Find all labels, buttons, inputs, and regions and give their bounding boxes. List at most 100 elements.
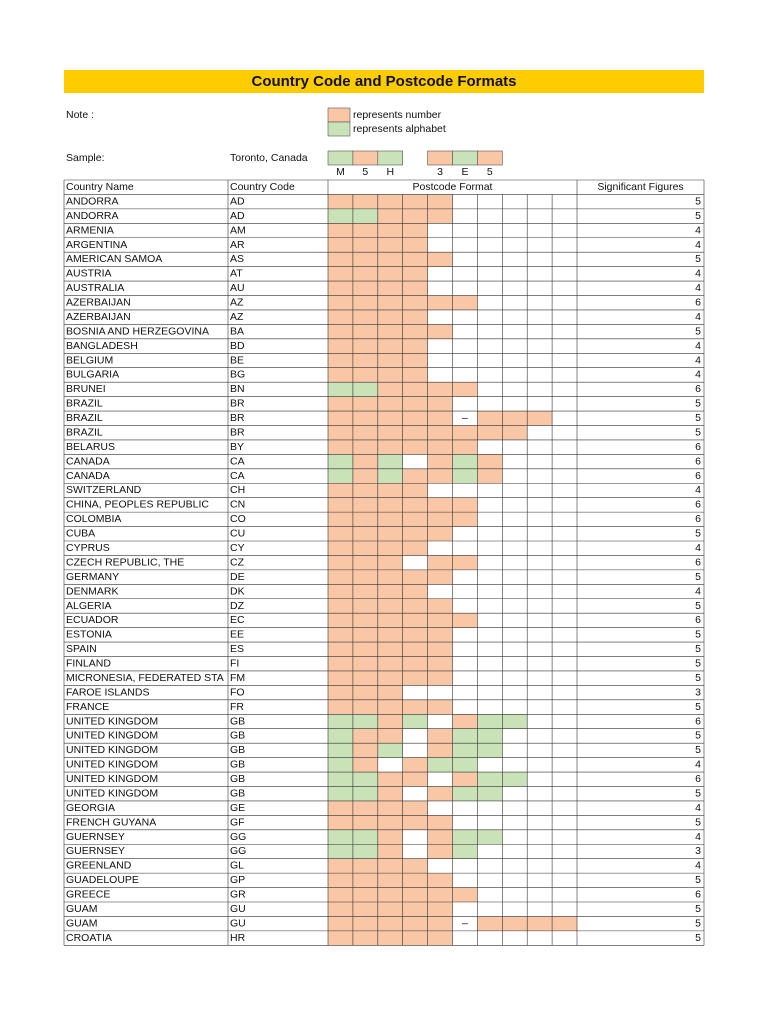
format-cell (402, 512, 428, 527)
format-cell (402, 916, 428, 931)
format-cell (427, 829, 453, 845)
legend-swatch (327, 107, 351, 123)
format-cell (328, 425, 353, 440)
format-cell (328, 728, 353, 744)
significant-figures: 4 (695, 224, 701, 236)
format-cell (402, 656, 428, 671)
format-cell (452, 757, 478, 773)
format-cell (402, 930, 428, 946)
column-header: Significant Figures (597, 181, 683, 193)
country-name: FRENCH GUYANA (66, 816, 156, 828)
country-code: AZ (230, 297, 244, 309)
format-cell (352, 916, 378, 931)
format-cell (477, 829, 503, 845)
format-cell (427, 786, 453, 801)
format-cell (402, 541, 428, 556)
significant-figures: 6 (695, 889, 701, 901)
country-code: GU (230, 917, 246, 929)
country-code: FI (230, 658, 239, 670)
format-cell (427, 396, 453, 412)
format-cell (402, 772, 428, 787)
significant-figures: 6 (695, 441, 701, 453)
format-cell (427, 324, 453, 339)
format-cell (377, 902, 403, 917)
country-code: FR (230, 701, 244, 713)
format-cell (352, 411, 378, 426)
format-cell (402, 757, 428, 773)
sample-char: M (336, 166, 345, 178)
country-name: ECUADOR (66, 614, 119, 626)
country-name: UNITED KINGDOM (66, 730, 158, 742)
format-cell (377, 699, 403, 715)
format-cell (352, 815, 378, 830)
format-cell (328, 411, 353, 426)
country-name: COLOMBIA (66, 513, 121, 525)
format-cell (352, 208, 378, 224)
format-cell (402, 338, 428, 354)
sample-cell (452, 150, 478, 166)
significant-figures: 5 (695, 903, 701, 915)
significant-figures: 5 (695, 672, 701, 684)
column-header: Country Code (230, 181, 295, 193)
country-name: AZERBAIJAN (66, 311, 131, 323)
significant-figures: 5 (695, 816, 701, 828)
format-cell (527, 411, 553, 426)
format-cell (377, 396, 403, 412)
sample-cell (427, 150, 453, 166)
format-cell (402, 353, 428, 368)
format-cell (477, 743, 503, 758)
format-cell (352, 699, 378, 715)
significant-figures: 5 (695, 643, 701, 655)
format-cell (377, 714, 403, 729)
format-cell (402, 887, 428, 902)
country-code: BG (230, 369, 245, 381)
significant-figures: 6 (695, 715, 701, 727)
country-code: AR (230, 239, 245, 251)
country-name: BRUNEI (66, 383, 106, 395)
significant-figures: 6 (695, 513, 701, 525)
format-cell (377, 685, 403, 700)
country-name: FAROE ISLANDS (66, 686, 149, 698)
format-cell (328, 786, 353, 801)
format-cell (328, 223, 353, 238)
country-name: CUBA (66, 528, 95, 540)
format-cell (427, 627, 453, 643)
format-cell (352, 829, 378, 845)
format-cell (452, 425, 478, 440)
format-cell (377, 613, 403, 628)
format-cell (477, 425, 503, 440)
format-cell (377, 887, 403, 902)
format-cell (477, 728, 503, 744)
significant-figures: 5 (695, 917, 701, 929)
country-name: UNITED KINGDOM (66, 773, 158, 785)
format-cell (452, 613, 478, 628)
format-cell (402, 425, 428, 440)
format-cell (328, 873, 353, 888)
country-code: BE (230, 354, 244, 366)
significant-figures: 5 (695, 787, 701, 799)
country-code: EC (230, 614, 245, 626)
legend-label: represents alphabet (353, 123, 446, 135)
country-code: CA (230, 470, 245, 482)
format-cell (452, 844, 478, 859)
format-cell (427, 526, 453, 541)
format-cell (352, 425, 378, 440)
format-cell (452, 454, 478, 469)
format-cell (552, 916, 577, 931)
format-cell (352, 627, 378, 643)
format-cell (328, 844, 353, 859)
format-cell (352, 382, 378, 397)
format-cell (352, 902, 378, 917)
significant-figures: 6 (695, 614, 701, 626)
format-cell (402, 439, 428, 455)
format-cell (352, 353, 378, 368)
format-cell (377, 772, 403, 787)
country-name: BANGLADESH (66, 340, 138, 352)
format-cell (352, 873, 378, 888)
format-cell (328, 930, 353, 946)
country-code: CH (230, 484, 245, 496)
format-cell (402, 367, 428, 383)
format-cell (352, 613, 378, 628)
country-code: GB (230, 715, 245, 727)
format-cell (502, 425, 528, 440)
